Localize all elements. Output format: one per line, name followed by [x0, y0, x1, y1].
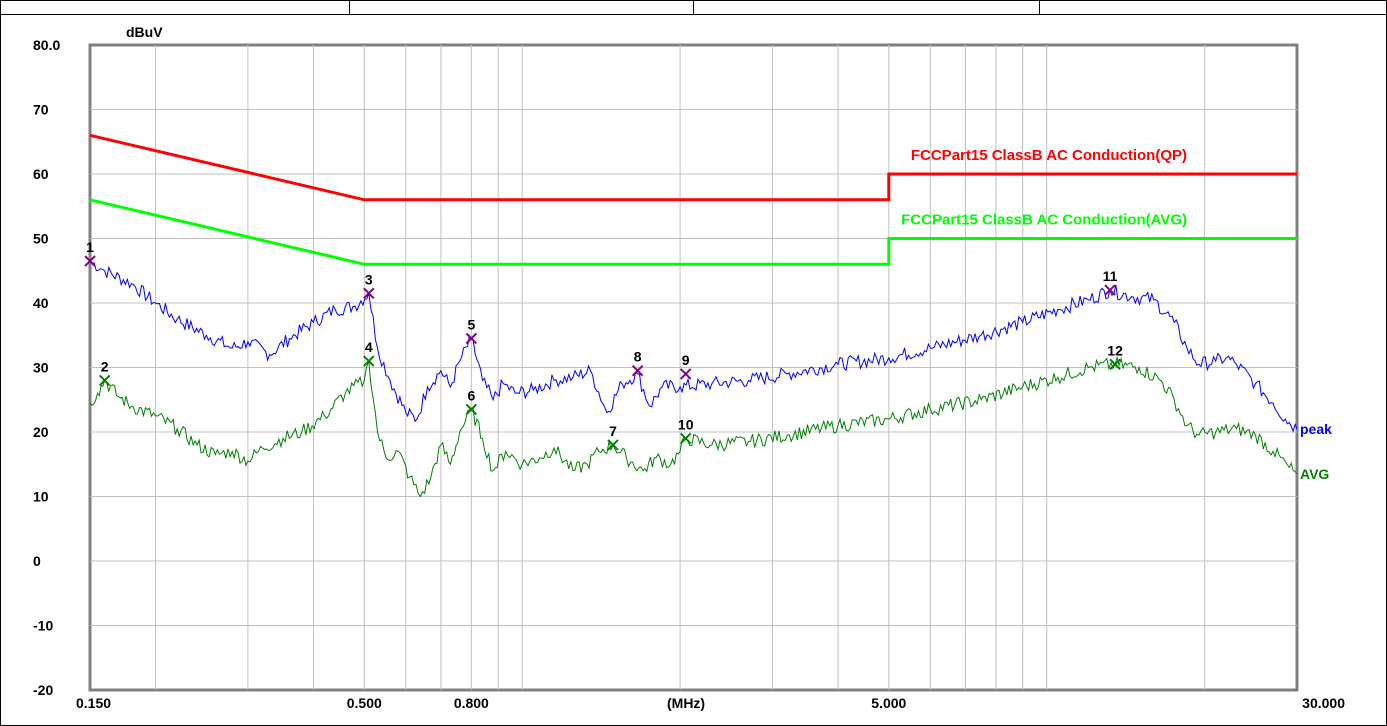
y-tick-label: 0	[33, 553, 41, 569]
y-tick-label: 40	[33, 295, 49, 311]
marker: 4	[363, 339, 375, 367]
y-tick-label: 50	[33, 231, 49, 247]
marker-cross-b	[98, 374, 111, 387]
marker-number: 5	[467, 316, 475, 332]
x-axis-label: (MHz)	[667, 695, 705, 711]
marker-cross-b	[84, 255, 96, 267]
y-tick-label: 70	[33, 102, 49, 118]
marker-cross-b	[465, 332, 478, 345]
x-tick-label: 0.150	[76, 695, 111, 711]
marker-number: 7	[609, 423, 617, 439]
y-tick-label: 80.0	[33, 37, 60, 53]
marker-number: 4	[365, 339, 373, 355]
marker-number: 11	[1103, 268, 1118, 284]
legend-labels: FCCPart15 ClassB AC Conduction(QP) FCCPar…	[901, 147, 1187, 229]
marker: 3	[363, 271, 375, 300]
trace-label: peak	[1300, 421, 1332, 437]
trace-avg	[89, 355, 1298, 498]
limit-line	[89, 198, 1297, 266]
marker-number: 9	[682, 352, 690, 368]
marker-cross-b	[631, 365, 644, 377]
marker: 7	[607, 423, 619, 451]
marker-cross-b	[1109, 358, 1121, 370]
limit-line	[89, 133, 1297, 202]
trace-series: peak AVG	[89, 260, 1332, 498]
x-tick-label: 5.000	[871, 695, 906, 711]
marker-cross-b	[607, 439, 619, 451]
grid	[90, 45, 1297, 690]
y-tick-label: 20	[33, 424, 49, 440]
limit-legend: FCCPart15 ClassB AC Conduction(AVG)	[901, 212, 1187, 229]
marker-number: 1	[86, 239, 94, 255]
marker: 6	[465, 387, 478, 416]
trace-label: AVG	[1300, 466, 1329, 482]
marker: 5	[465, 316, 478, 345]
y-tick-label: 60	[33, 166, 49, 182]
marker-cross-b	[363, 287, 375, 300]
marker-number: 6	[467, 387, 475, 403]
marker-cross-b	[465, 403, 478, 416]
marker: 12	[1107, 342, 1123, 370]
marker-cross-b	[680, 368, 692, 380]
marker: 1	[84, 239, 96, 267]
x-tick-label: 0.500	[347, 695, 382, 711]
trace-peak	[89, 260, 1298, 433]
y-tick-labels: 80.0 70 60 50 40 30 20 10 0 -10 -20	[33, 37, 60, 698]
marker: 2	[98, 358, 111, 387]
y-tick-label: -20	[33, 682, 53, 698]
x-tick-labels: 0.150 0.500 0.800 5.000 30.000	[76, 695, 1345, 711]
marker-cross-b	[680, 432, 692, 445]
marker: 10	[678, 416, 694, 445]
x-tick-label: 0.800	[454, 695, 489, 711]
marker: 8	[631, 349, 644, 377]
limit-lines	[89, 133, 1297, 266]
marker-number: 12	[1107, 342, 1123, 358]
marker-cross-b	[1104, 284, 1116, 296]
y-tick-label: 10	[33, 489, 49, 505]
y-tick-label: 30	[33, 360, 49, 376]
limit-legend: FCCPart15 ClassB AC Conduction(QP)	[911, 147, 1187, 164]
marker-number: 10	[678, 416, 694, 432]
y-tick-label: -10	[33, 618, 53, 634]
marker-number: 2	[101, 358, 109, 374]
y-axis-label: dBuV	[126, 24, 163, 40]
marker-cross-b	[363, 355, 375, 367]
x-tick-label: 30.000	[1302, 695, 1345, 711]
marker-number: 3	[365, 271, 373, 287]
marker-number: 8	[634, 349, 642, 365]
marker: 9	[680, 352, 692, 380]
marker: 11	[1103, 268, 1118, 296]
